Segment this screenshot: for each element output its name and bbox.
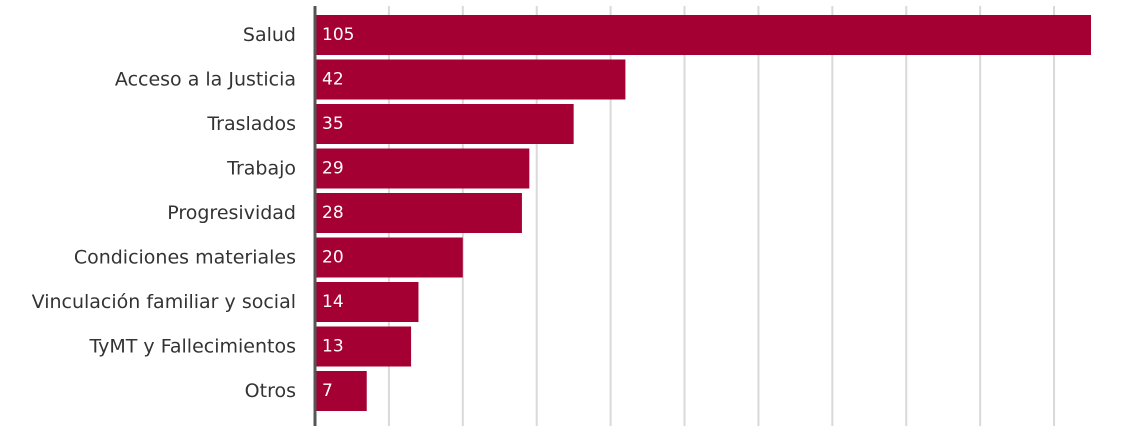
bar xyxy=(315,104,574,144)
category-labels: Salud Acceso a la Justicia Traslados Trabaj… xyxy=(32,24,296,402)
category-label: TyMT y Fallecimientos xyxy=(88,336,296,358)
category-label: Traslados xyxy=(206,113,296,135)
category-label: Salud xyxy=(243,24,296,46)
data-label: 105 xyxy=(322,25,354,45)
data-label: 29 xyxy=(322,159,344,179)
bar xyxy=(315,326,412,367)
category-label: Trabajo xyxy=(226,158,296,180)
category-label: Otros xyxy=(245,380,296,402)
bar xyxy=(315,193,522,233)
bar xyxy=(315,148,530,189)
category-label: Progresividad xyxy=(167,202,296,224)
bar xyxy=(315,282,419,322)
data-label: 20 xyxy=(322,248,344,268)
category-label: Acceso a la Justicia xyxy=(115,69,296,91)
bars xyxy=(315,15,1091,411)
category-label: Vinculación familiar y social xyxy=(32,291,296,313)
data-label: 13 xyxy=(322,337,344,357)
data-label: 35 xyxy=(322,114,344,134)
data-label: 28 xyxy=(322,203,344,223)
bar xyxy=(315,237,463,278)
data-label: 14 xyxy=(322,292,344,312)
data-label: 42 xyxy=(322,70,344,90)
bar xyxy=(315,371,367,411)
value-labels: 105 42 35 29 28 20 14 13 7 xyxy=(322,25,354,401)
category-label: Condiciones materiales xyxy=(74,247,296,269)
bar xyxy=(315,15,1091,55)
bar xyxy=(315,59,626,100)
data-label: 7 xyxy=(322,381,333,401)
